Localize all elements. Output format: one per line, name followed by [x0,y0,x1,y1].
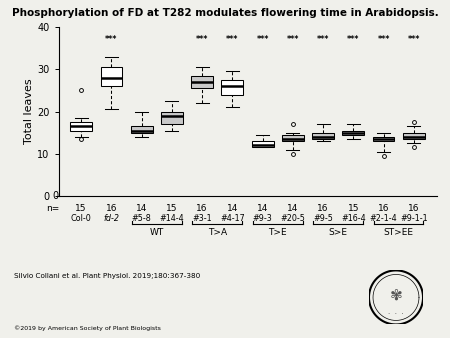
Text: 15: 15 [76,203,87,213]
Bar [282,135,304,141]
Bar [191,76,213,88]
Text: #4-17: #4-17 [220,214,245,223]
Text: fd-2: fd-2 [104,214,119,223]
Text: n=: n= [46,203,59,213]
Text: WT: WT [150,228,164,237]
Text: Phosphorylation of FD at T282 modulates flowering time in Arabidopsis.: Phosphorylation of FD at T282 modulates … [12,8,438,19]
Text: 16: 16 [408,203,419,213]
Text: 16: 16 [317,203,329,213]
Text: #20-5: #20-5 [280,214,305,223]
Text: #2-1-4: #2-1-4 [370,214,397,223]
Text: T>A: T>A [208,228,227,237]
Text: #14-4: #14-4 [160,214,184,223]
Text: 14: 14 [257,203,268,213]
Text: ***: *** [317,35,329,44]
Text: #9-1-1: #9-1-1 [400,214,428,223]
Text: ***: *** [226,35,238,44]
Text: ***: *** [347,35,360,44]
Text: #16-4: #16-4 [341,214,366,223]
Text: ***: *** [378,35,390,44]
Text: ***: *** [105,35,117,44]
Text: 16: 16 [106,203,117,213]
Text: 15: 15 [166,203,178,213]
Text: Col-0: Col-0 [71,214,91,223]
Text: T>E: T>E [269,228,287,237]
Bar [131,126,153,132]
Bar [373,137,395,141]
Bar [221,80,243,95]
Text: Silvio Collani et al. Plant Physiol. 2019;180:367-380: Silvio Collani et al. Plant Physiol. 201… [14,273,200,279]
Y-axis label: Total leaves: Total leaves [24,79,34,144]
Bar [252,141,274,147]
Bar [342,130,364,135]
Text: ST>EE: ST>EE [384,228,414,237]
Text: #9-3: #9-3 [253,214,273,223]
Text: 14: 14 [136,203,147,213]
Bar [100,67,122,86]
Text: ***: *** [256,35,269,44]
Text: #9-5: #9-5 [313,214,333,223]
Text: 0: 0 [52,191,58,201]
Bar [70,122,92,130]
Text: ✾: ✾ [390,287,402,302]
Text: 16: 16 [378,203,389,213]
Text: 15: 15 [347,203,359,213]
Bar [161,112,183,124]
Text: 16: 16 [196,203,208,213]
Text: #5-8: #5-8 [132,214,152,223]
Bar [403,132,425,139]
Text: 14: 14 [287,203,298,213]
Text: ***: *** [287,35,299,44]
Text: ***: *** [408,35,420,44]
Text: S>E: S>E [328,228,348,237]
Text: ***: *** [196,35,208,44]
Text: 14: 14 [227,203,238,213]
Text: #3-1: #3-1 [192,214,212,223]
Text: ©2019 by American Society of Plant Biologists: ©2019 by American Society of Plant Biolo… [14,325,160,331]
Bar [312,132,334,139]
Text: ·  ·  ·: · · · [388,311,404,317]
